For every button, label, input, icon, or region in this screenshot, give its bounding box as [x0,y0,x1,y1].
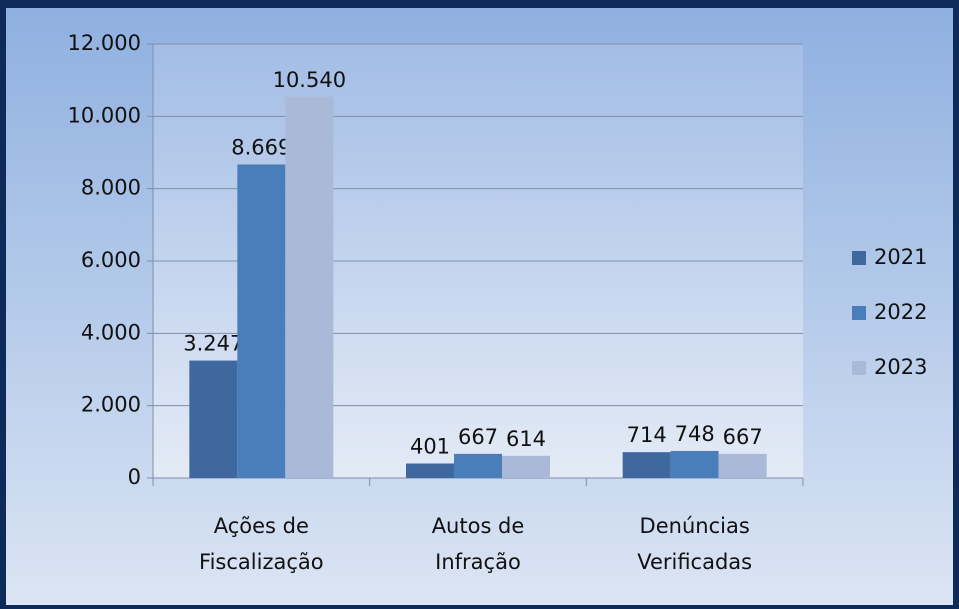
legend-label: 2021 [874,245,927,269]
legend-label: 2023 [874,355,927,379]
legend-swatch [852,306,866,320]
x-tick-label: Fiscalização [199,550,324,574]
value-label: 8.669 [231,135,291,159]
y-tick-label: 10.000 [68,103,141,127]
x-tick-label: Ações de [214,514,309,538]
legend-label: 2022 [874,300,927,324]
bar [622,452,671,478]
value-label: 667 [723,425,763,449]
x-tick-label: Autos de [432,514,525,538]
value-label: 3.247 [183,332,243,356]
bar [237,164,286,478]
bar [502,455,550,478]
bar [718,453,767,478]
bar [454,453,502,478]
x-tick-label: Infração [435,550,521,574]
legend-swatch [852,361,866,375]
y-tick-label: 6.000 [81,248,141,272]
bar [406,463,454,478]
value-label: 748 [675,422,715,446]
bar [285,96,334,478]
value-label: 401 [410,434,450,458]
x-tick-label: Denúncias [640,514,750,538]
x-tick-label: Verificadas [637,550,752,574]
bar [189,360,238,478]
value-label: 614 [506,427,546,451]
value-label: 714 [627,423,667,447]
y-tick-label: 12.000 [68,31,141,55]
y-tick-label: 8.000 [81,176,141,200]
y-tick-label: 0 [128,465,141,489]
bar [670,450,719,478]
legend-swatch [852,251,866,265]
value-label: 667 [458,425,498,449]
y-tick-label: 2.000 [81,393,141,417]
value-label: 10.540 [273,68,346,92]
y-tick-label: 4.000 [81,320,141,344]
